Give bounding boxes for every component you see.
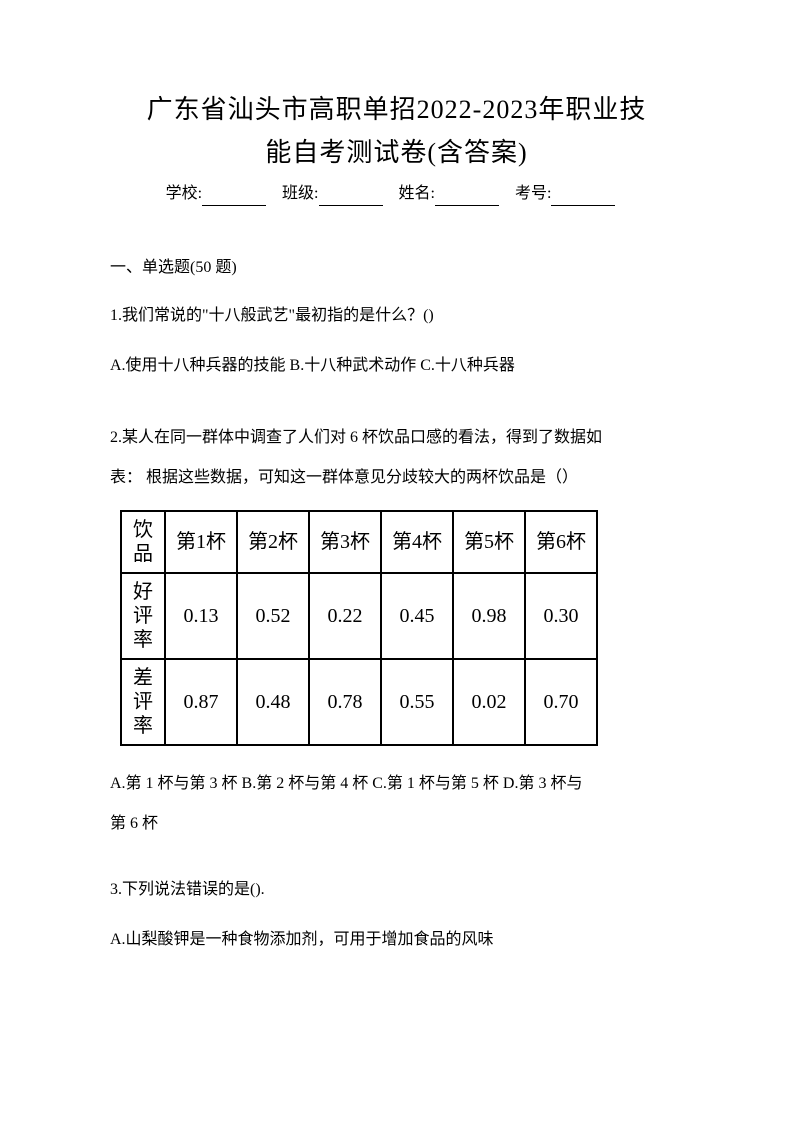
cell-good-2: 0.52 — [237, 573, 309, 659]
cell-good-1: 0.13 — [165, 573, 237, 659]
col-header-2: 第2杯 — [237, 511, 309, 573]
name-label: 姓名: — [399, 185, 435, 202]
table-header-row: 饮品 第1杯 第2杯 第3杯 第4杯 第5杯 第6杯 — [121, 511, 597, 573]
exam-title-line1: 广东省汕头市高职单招2022-2023年职业技 — [110, 90, 683, 129]
class-label: 班级: — [282, 185, 318, 202]
cell-good-6: 0.30 — [525, 573, 597, 659]
name-blank[interactable] — [435, 190, 499, 206]
cell-bad-2: 0.48 — [237, 659, 309, 745]
section-1-header: 一、单选题(50 题) — [110, 256, 683, 280]
q2-line1: 2.某人在同一群体中调查了人们对 6 杯饮品口感的看法，得到了数据如 — [110, 418, 683, 458]
q2-line2: 表： 根据这些数据，可知这一群体意见分歧较大的两杯饮品是（） — [110, 458, 683, 498]
q2-options-line1: A.第 1 杯与第 3 杯 B.第 2 杯与第 4 杯 C.第 1 杯与第 5 … — [110, 764, 683, 804]
exam-title-line2: 能自考测试卷(含答案) — [110, 133, 683, 172]
school-blank[interactable] — [202, 190, 266, 206]
col-header-1: 第1杯 — [165, 511, 237, 573]
cell-good-4: 0.45 — [381, 573, 453, 659]
col-header-5: 第5杯 — [453, 511, 525, 573]
row-header-good: 好评率 — [121, 573, 165, 659]
q2-options-line2: 第 6 杯 — [110, 804, 683, 844]
q2-data-table: 饮品 第1杯 第2杯 第3杯 第4杯 第5杯 第6杯 好评率 0.13 0.52… — [120, 510, 598, 746]
col-header-3: 第3杯 — [309, 511, 381, 573]
examno-label: 考号: — [515, 185, 551, 202]
cell-bad-3: 0.78 — [309, 659, 381, 745]
cell-bad-5: 0.02 — [453, 659, 525, 745]
cell-good-5: 0.98 — [453, 573, 525, 659]
question-2-text: 2.某人在同一群体中调查了人们对 6 杯饮品口感的看法，得到了数据如 表： 根据… — [110, 418, 683, 498]
col-header-6: 第6杯 — [525, 511, 597, 573]
question-3-text: 3.下列说法错误的是(). — [110, 874, 683, 906]
question-2-options: A.第 1 杯与第 3 杯 B.第 2 杯与第 4 杯 C.第 1 杯与第 5 … — [110, 764, 683, 844]
cell-bad-4: 0.55 — [381, 659, 453, 745]
cell-good-3: 0.22 — [309, 573, 381, 659]
question-1-text: 1.我们常说的"十八般武艺"最初指的是什么？() — [110, 300, 683, 332]
examno-blank[interactable] — [551, 190, 615, 206]
table-row-bad: 差评率 0.87 0.48 0.78 0.55 0.02 0.70 — [121, 659, 597, 745]
class-blank[interactable] — [319, 190, 383, 206]
table-corner-cell: 饮品 — [121, 511, 165, 573]
question-1-options: A.使用十八种兵器的技能 B.十八种武术动作 C.十八种兵器 — [110, 350, 683, 382]
question-3-option-a: A.山梨酸钾是一种食物添加剂，可用于增加食品的风味 — [110, 924, 683, 956]
table-row-good: 好评率 0.13 0.52 0.22 0.45 0.98 0.30 — [121, 573, 597, 659]
col-header-4: 第4杯 — [381, 511, 453, 573]
row-header-0: 饮品 — [133, 519, 153, 565]
school-label: 学校: — [166, 185, 202, 202]
cell-bad-6: 0.70 — [525, 659, 597, 745]
student-info-line: 学校: 班级: 姓名: 考号: — [110, 182, 683, 206]
row-header-bad: 差评率 — [121, 659, 165, 745]
cell-bad-1: 0.87 — [165, 659, 237, 745]
